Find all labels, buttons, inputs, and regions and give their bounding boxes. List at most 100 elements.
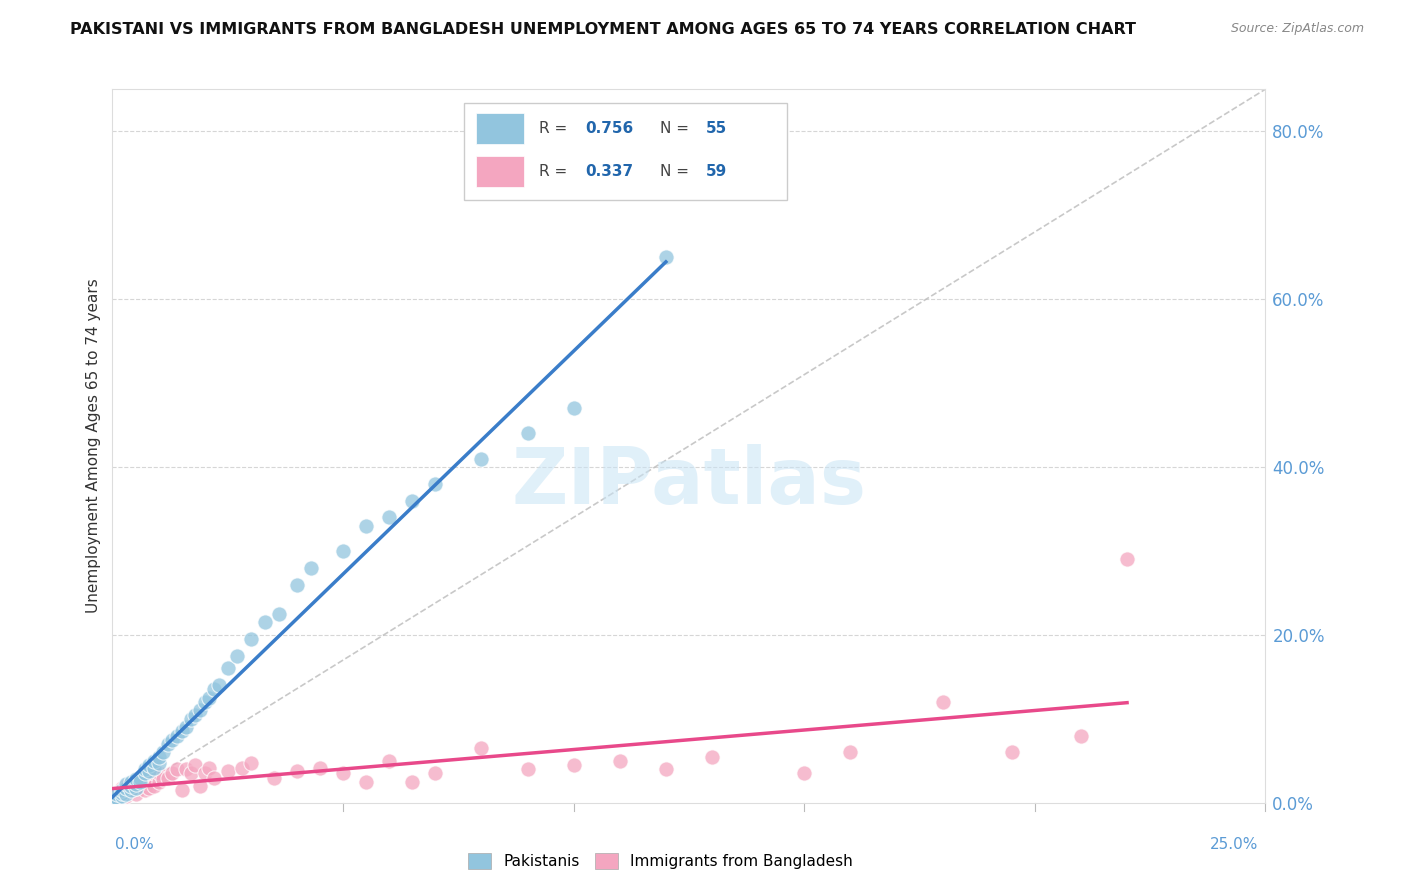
Point [180,766,202,780]
Point [156,771,179,785]
Point [207,678,229,692]
Point [143,760,166,774]
Point [184,707,207,722]
Point [148,766,170,780]
Point [115,780,138,795]
Point [263,771,285,785]
Point [401,774,423,789]
Point [124,780,146,795]
Point [120,774,142,789]
Point [655,762,678,776]
Point [285,577,308,591]
Point [152,772,174,787]
Point [198,760,221,774]
Point [120,779,142,793]
Point [111,780,134,795]
Point [609,754,631,768]
Text: 59: 59 [706,164,727,178]
Text: 55: 55 [706,121,727,136]
Point [143,754,166,768]
Point [138,764,160,778]
Point [332,766,354,780]
Point [253,615,276,630]
FancyBboxPatch shape [475,155,524,187]
Point [124,777,146,791]
Point [143,779,166,793]
Text: PAKISTANI VS IMMIGRANTS FROM BANGLADESH UNEMPLOYMENT AMONG AGES 65 TO 74 YEARS C: PAKISTANI VS IMMIGRANTS FROM BANGLADESH … [70,22,1136,37]
Point [120,777,142,791]
Point [516,426,538,441]
Point [111,789,134,803]
Point [309,760,332,774]
Point [162,766,184,780]
Point [120,783,142,797]
Point [202,682,225,697]
Point [285,764,308,778]
Point [148,774,170,789]
Point [194,695,217,709]
Point [470,451,492,466]
Point [134,774,156,789]
Point [299,560,322,574]
Point [198,690,221,705]
Point [111,788,134,802]
Point [115,786,138,800]
Point [217,764,239,778]
Point [143,766,166,780]
Point [115,779,138,793]
Point [124,788,146,802]
Point [129,774,152,789]
Text: R =: R = [538,121,572,136]
Point [267,607,290,621]
Point [354,518,377,533]
Point [839,746,862,760]
Point [425,766,447,780]
Text: 0.0%: 0.0% [115,837,155,852]
Point [378,510,401,524]
Point [134,766,156,780]
Point [105,786,128,800]
Point [134,762,156,776]
Point [378,754,401,768]
Point [174,720,197,734]
Point [1001,746,1024,760]
Point [239,756,262,770]
Point [105,792,128,806]
Text: 25.0%: 25.0% [1211,837,1258,852]
Point [115,788,138,802]
Point [105,788,128,802]
Point [129,771,152,785]
Point [129,771,152,785]
Point [180,712,202,726]
Point [931,695,953,709]
Point [170,783,193,797]
Point [105,794,128,808]
Point [332,544,354,558]
Point [124,780,146,795]
Point [162,732,184,747]
Point [105,791,128,805]
Point [217,661,239,675]
Point [562,401,585,416]
Point [354,774,377,789]
Point [470,741,492,756]
Text: ZIPatlas: ZIPatlas [512,443,866,520]
Text: 0.337: 0.337 [585,164,633,178]
Point [239,632,262,646]
Point [148,756,170,770]
Point [105,790,128,805]
Point [115,789,138,803]
Point [124,774,146,789]
Text: 0.756: 0.756 [585,121,634,136]
Y-axis label: Unemployment Among Ages 65 to 74 years: Unemployment Among Ages 65 to 74 years [86,278,101,614]
Point [138,758,160,772]
Point [120,783,142,797]
Point [166,762,188,776]
FancyBboxPatch shape [464,103,787,200]
Text: Source: ZipAtlas.com: Source: ZipAtlas.com [1230,22,1364,36]
Point [793,766,815,780]
Point [425,476,447,491]
Point [184,758,207,772]
Point [111,783,134,797]
Point [226,648,249,663]
